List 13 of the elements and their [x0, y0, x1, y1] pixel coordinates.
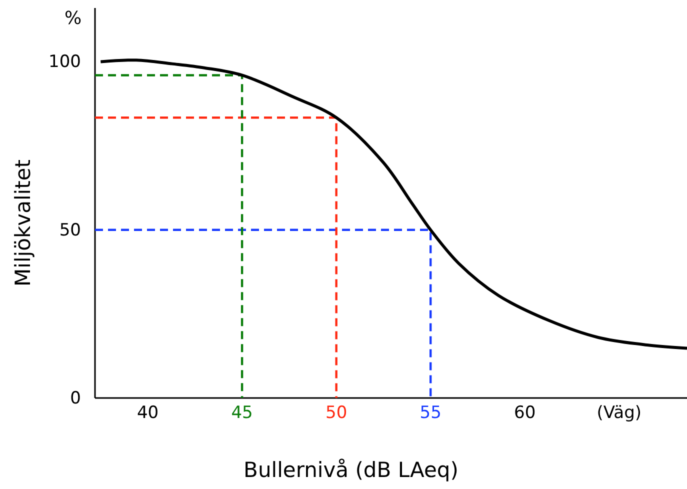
x-tick-label: (Väg) [596, 403, 642, 424]
x-tick-label: 50 [326, 403, 348, 424]
text: % [64, 8, 82, 29]
x-axis-title: Bullernivå (dB LAeq) [244, 458, 458, 482]
y-axis-title: Miljökvalitet [11, 160, 35, 286]
y-tick-label: 100 [48, 52, 81, 72]
y-tick-label: 0 [70, 388, 81, 408]
x-tick-label: 40 [136, 403, 159, 424]
line-series [99, 58, 687, 350]
x-tick-label: 60 [514, 403, 536, 424]
x-tick-label: 55 [420, 403, 442, 424]
y-tick-label: 50 [59, 220, 81, 240]
x-tick-label: 45 [231, 403, 253, 424]
